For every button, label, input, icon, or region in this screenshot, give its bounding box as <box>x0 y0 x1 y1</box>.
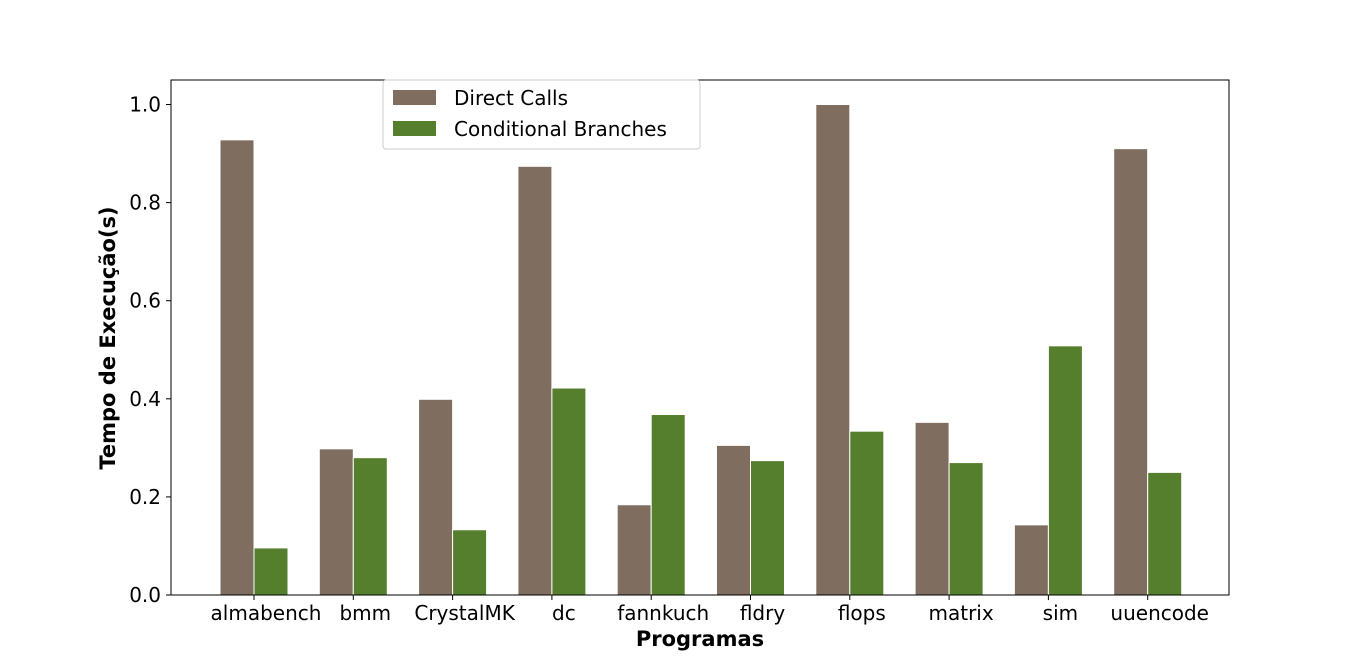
bar-matrix-conditional-branches <box>948 462 984 596</box>
y-axis: 0.0 0.2 0.4 0.6 0.8 1.0 <box>129 93 171 607</box>
bar-dc-conditional-branches <box>551 387 587 596</box>
plot-area <box>219 104 1183 596</box>
x-tick-label: uuencode <box>1110 601 1209 625</box>
bar-fldry-direct-calls <box>716 444 751 596</box>
x-tick-label: CrystalMK <box>414 601 515 625</box>
bar-bmm-conditional-branches <box>352 457 388 596</box>
bar-uuencode-conditional-branches <box>1147 471 1183 596</box>
bar-dc-direct-calls <box>517 165 553 596</box>
bar-flops-conditional-branches <box>849 430 885 596</box>
bar-sim-direct-calls <box>1013 524 1049 596</box>
bar-bmm-direct-calls <box>318 448 354 596</box>
bar-fannkuch-direct-calls <box>616 504 652 596</box>
bar-almabench-direct-calls <box>219 139 255 596</box>
x-axis-title: Programas <box>636 627 764 651</box>
bar-uuencode-direct-calls <box>1113 148 1149 596</box>
x-tick-label: matrix <box>928 601 993 625</box>
plot-frame <box>170 79 1230 596</box>
x-tick-label: fannkuch <box>617 601 709 625</box>
x-axis: almabench bmm CrystalMK dc fannkuch fldry flop… <box>211 595 1209 625</box>
bar-matrix-direct-calls <box>914 421 950 596</box>
x-tick-label: bmm <box>339 601 391 625</box>
bar-almabench-conditional-branches <box>253 547 289 596</box>
x-tick-label: almabench <box>211 601 322 625</box>
bar-flops-direct-calls <box>815 104 851 596</box>
legend-label-conditional-branches: Conditional Branches <box>454 117 667 141</box>
y-axis-title: Tempo de Execução(s) <box>96 206 120 469</box>
x-tick-label: sim <box>1043 601 1078 625</box>
legend-swatch-direct-calls <box>393 90 436 105</box>
bar-crystalmk-conditional-branches <box>452 529 488 596</box>
x-tick-label: dc <box>552 601 576 625</box>
bar-fldry-conditional-branches <box>750 460 785 596</box>
legend-swatch-conditional-branches <box>393 121 436 136</box>
bar-fannkuch-conditional-branches <box>650 414 686 596</box>
bar-crystalmk-direct-calls <box>418 398 454 596</box>
x-tick-label: flops <box>838 601 886 625</box>
x-tick-label: fldry <box>740 601 786 625</box>
legend-box <box>382 79 701 150</box>
y-tick-label: 0.6 <box>129 289 161 313</box>
y-tick-label: 0.0 <box>129 583 161 607</box>
y-tick-label: 1.0 <box>129 93 161 117</box>
y-tick-label: 0.8 <box>129 191 161 215</box>
bar-sim-conditional-branches <box>1047 345 1083 596</box>
legend: Direct Calls Conditional Branches <box>382 79 701 150</box>
y-tick-label: 0.4 <box>129 387 161 411</box>
legend-label-direct-calls: Direct Calls <box>454 86 568 110</box>
y-tick-label: 0.2 <box>129 485 161 509</box>
